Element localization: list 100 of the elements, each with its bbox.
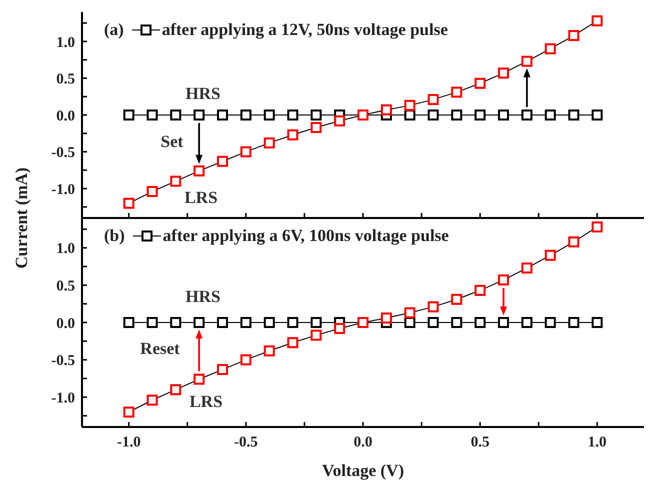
y-tick-label: 1.0 — [56, 34, 75, 51]
point — [310, 122, 322, 134]
point — [474, 284, 486, 296]
point — [451, 110, 462, 120]
y-tick-label: 0.5 — [56, 72, 75, 88]
point — [170, 384, 182, 396]
point — [592, 15, 603, 26]
y-tick-label: 0.0 — [56, 316, 75, 332]
y-axis-title: Current (mA) — [12, 167, 32, 269]
point — [474, 317, 486, 328]
point — [194, 110, 205, 120]
point — [194, 165, 205, 176]
annotation: LRS — [184, 188, 218, 207]
x-tick-label: 1.0 — [588, 434, 607, 451]
point — [217, 110, 228, 120]
x-tick-label: 0.0 — [354, 434, 372, 451]
point — [521, 317, 532, 328]
point — [451, 317, 462, 328]
point — [521, 110, 532, 120]
point — [568, 110, 580, 120]
point — [264, 317, 275, 328]
point — [568, 30, 580, 42]
point — [428, 94, 439, 106]
point — [123, 198, 134, 209]
point — [428, 317, 439, 328]
annotation: Reset — [140, 338, 180, 358]
point — [310, 110, 322, 120]
point — [521, 262, 532, 274]
y-tick-label: -1.0 — [51, 182, 75, 198]
point — [310, 317, 322, 328]
point — [287, 129, 298, 140]
annotation: HRS — [186, 286, 220, 306]
point — [544, 250, 556, 261]
point — [334, 115, 346, 126]
point — [404, 100, 416, 111]
point — [592, 221, 603, 232]
point — [498, 68, 509, 79]
annotation: HRS — [186, 84, 220, 103]
point — [592, 110, 603, 120]
point — [451, 294, 462, 305]
point — [380, 312, 392, 324]
point — [264, 345, 275, 356]
point — [217, 156, 228, 167]
point — [521, 56, 532, 67]
point — [451, 86, 462, 98]
point — [264, 110, 275, 120]
annotation: Set — [160, 132, 184, 151]
point — [380, 104, 392, 116]
x-tick-label: 0.5 — [470, 434, 490, 451]
x-axis-title: Voltage (V) — [322, 461, 404, 480]
point — [240, 354, 252, 366]
point — [146, 110, 158, 120]
point — [568, 236, 580, 248]
point — [544, 317, 556, 328]
point — [146, 317, 158, 328]
point — [217, 317, 228, 328]
legend-label: after applying a 6V, 100ns voltage pulse — [162, 226, 449, 246]
point — [170, 176, 182, 187]
point — [474, 78, 486, 89]
point — [544, 110, 556, 120]
point — [404, 307, 416, 318]
y-tick-label: 0.5 — [56, 278, 75, 295]
point — [194, 374, 205, 385]
x-tick-label: -1.0 — [116, 434, 141, 451]
point — [287, 337, 298, 348]
y-tick-label: -0.5 — [51, 353, 75, 370]
point — [217, 364, 228, 376]
point — [568, 317, 580, 328]
point — [194, 317, 205, 328]
point — [170, 110, 182, 120]
point — [428, 110, 439, 120]
point — [544, 43, 556, 54]
point — [287, 110, 298, 120]
y-tick-label: 1.0 — [56, 241, 75, 258]
point — [498, 274, 509, 286]
point — [123, 110, 134, 120]
point — [170, 317, 182, 328]
y-tick-label: 0.0 — [56, 108, 75, 124]
point — [592, 317, 603, 328]
point — [310, 330, 322, 341]
point — [474, 110, 486, 120]
point — [240, 110, 252, 120]
point — [123, 406, 134, 418]
point — [264, 137, 275, 148]
point — [498, 317, 509, 328]
point — [498, 110, 509, 120]
annotation: (a) — [104, 20, 124, 40]
point — [334, 322, 346, 334]
y-tick-label: -1.0 — [51, 390, 75, 406]
point — [146, 186, 158, 198]
point — [240, 146, 252, 158]
point — [428, 301, 439, 312]
y-tick-label: -0.5 — [51, 145, 75, 162]
point — [146, 394, 158, 406]
point — [240, 317, 252, 328]
annotation: LRS — [189, 392, 223, 411]
point — [287, 317, 298, 328]
x-tick-label: -0.5 — [234, 434, 258, 451]
legend-label: after applying a 12V, 50ns voltage pulse — [162, 20, 448, 40]
point — [123, 317, 134, 328]
